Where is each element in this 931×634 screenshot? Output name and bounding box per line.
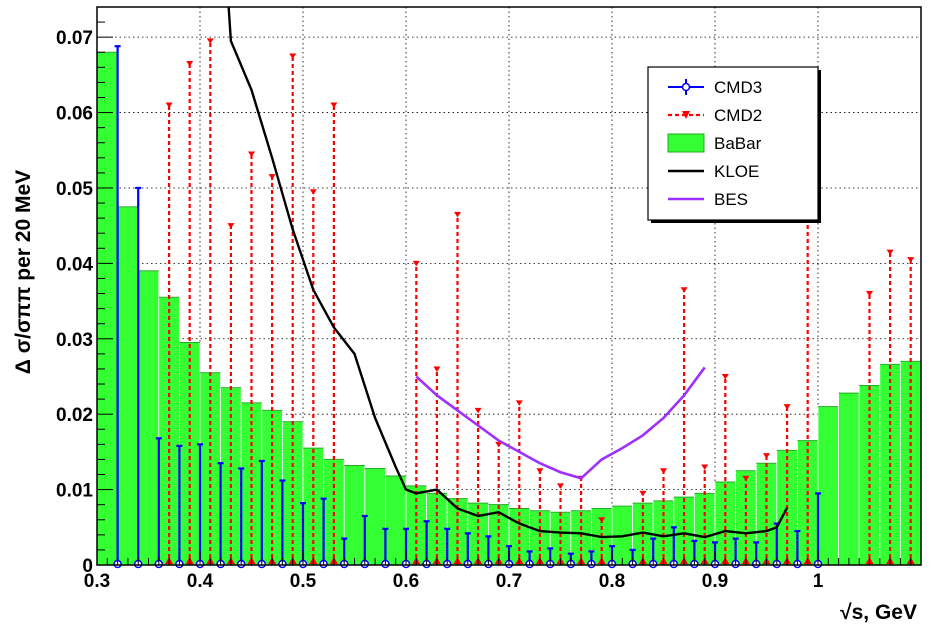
cmd2-errorbar-cap bbox=[433, 366, 441, 372]
legend-label: CMD3 bbox=[714, 78, 762, 97]
axes-ticks: 0.3 0.4 0.5 0.6 0.7 0.8 0.9 1 0 0.01 0.02 0.03 0.04 0… bbox=[56, 6, 922, 592]
cmd2-errorbar-cap bbox=[495, 441, 503, 448]
cmd2-errorbar-cap bbox=[886, 249, 894, 256]
cmd2-errorbar-cap bbox=[330, 102, 338, 109]
cmd2-errorbar-cap bbox=[557, 483, 564, 489]
cmd2-errorbar-cap bbox=[309, 189, 317, 195]
cmd2-errorbar-cap bbox=[598, 517, 606, 523]
cmd2-errorbar-cap bbox=[742, 475, 750, 482]
cmd2-errorbar-cap bbox=[474, 407, 482, 414]
cmd2-errorbar-cap bbox=[227, 223, 235, 229]
y-axis-label: Δ σ/σππ per 20 MeV bbox=[12, 169, 35, 375]
babar-bin bbox=[858, 385, 881, 566]
x-tick-label: 0.9 bbox=[702, 571, 728, 592]
x-tick-label: 0.3 bbox=[84, 571, 110, 592]
cmd2-errorbar-cap bbox=[701, 464, 709, 470]
cmd2-errorbar-cap bbox=[454, 211, 461, 218]
legend: CMD3 CMD2 BaBar KLOE BES bbox=[647, 66, 821, 223]
legend-swatch-babar bbox=[667, 133, 705, 153]
cmd2-errorbar-cap bbox=[680, 287, 688, 293]
cmd2-errorbar-cap bbox=[783, 404, 791, 410]
cmd2-errorbar-cap bbox=[660, 468, 667, 474]
cmd2-errorbar-cap bbox=[639, 490, 647, 497]
babar-histogram bbox=[96, 51, 922, 566]
y-tick-label: 0.01 bbox=[56, 481, 93, 502]
x-axis-label: √s, GeV bbox=[840, 601, 917, 624]
legend-label: KLOE bbox=[714, 162, 759, 181]
y-tick-label: 0.05 bbox=[56, 179, 93, 200]
cmd2-errorbar-cap bbox=[289, 53, 297, 60]
x-tick-label: 0.6 bbox=[393, 571, 419, 592]
cmd2-errorbar-cap bbox=[206, 38, 214, 44]
series-lines bbox=[227, 7, 789, 539]
cmd2-errorbar-cap bbox=[515, 400, 523, 406]
cmd2-errorbar-cap bbox=[536, 468, 544, 474]
cmd2-errorbar-cap bbox=[763, 453, 770, 459]
kloe-line bbox=[227, 7, 789, 539]
y-tick-label: 0.03 bbox=[56, 330, 93, 351]
legend-label: BES bbox=[714, 190, 748, 209]
babar-bin bbox=[343, 465, 366, 566]
babar-bin bbox=[405, 485, 428, 566]
babar-bin bbox=[384, 475, 407, 566]
cmd2-errorbar-cap bbox=[866, 291, 873, 297]
x-tick-label: 0.4 bbox=[187, 571, 214, 592]
cmd2-errorbar-cap bbox=[186, 61, 194, 67]
babar-bin bbox=[137, 270, 160, 566]
cmd2-errorbar-cap bbox=[268, 174, 276, 180]
cmd2-errorbar-cap bbox=[721, 373, 729, 380]
legend-swatch-cmd2-marker bbox=[682, 111, 690, 119]
y-tick-label: 0.04 bbox=[56, 254, 93, 275]
y-tick-label: 0.06 bbox=[56, 104, 93, 125]
cmd2-errorbars bbox=[165, 38, 915, 565]
x-tick-label: 0.8 bbox=[599, 571, 625, 592]
babar-bin bbox=[364, 468, 386, 566]
legend-swatch-cmd3-marker bbox=[681, 82, 691, 92]
x-tick-label: 0.5 bbox=[290, 571, 317, 592]
x-tick-label: 1 bbox=[813, 571, 824, 592]
y-tick-label: 0.02 bbox=[56, 405, 93, 426]
cmd2-errorbar-cap bbox=[165, 102, 173, 109]
babar-bin bbox=[117, 206, 139, 566]
y-tick-label: 0 bbox=[82, 556, 93, 577]
cmd3-errorbars bbox=[113, 45, 823, 569]
legend-label: BaBar bbox=[714, 134, 762, 153]
cmd2-errorbar-cap bbox=[412, 260, 420, 267]
babar-bin bbox=[817, 406, 840, 566]
legend-label: CMD2 bbox=[714, 106, 762, 125]
cmd2-errorbar-cap bbox=[907, 257, 915, 263]
x-tick-label: 0.7 bbox=[496, 571, 522, 592]
y-tick-label: 0.07 bbox=[56, 28, 93, 49]
bes-line bbox=[415, 366, 706, 480]
cmd2-errorbar-cap bbox=[248, 151, 255, 158]
babar-bin bbox=[838, 392, 860, 566]
